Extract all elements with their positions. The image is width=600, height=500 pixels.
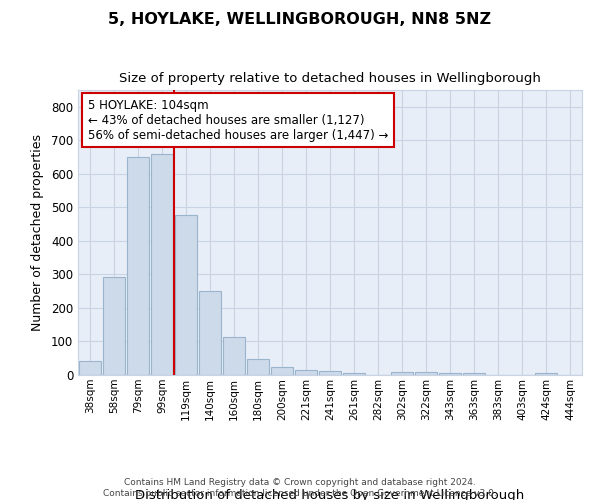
Text: 5 HOYLAKE: 104sqm
← 43% of detached houses are smaller (1,127)
56% of semi-detac: 5 HOYLAKE: 104sqm ← 43% of detached hous… — [88, 98, 388, 142]
Bar — [463, 373, 485, 375]
Bar — [175, 214, 197, 375]
Bar — [535, 374, 557, 375]
Bar — [343, 372, 365, 375]
Title: Size of property relative to detached houses in Wellingborough: Size of property relative to detached ho… — [119, 72, 541, 85]
X-axis label: Distribution of detached houses by size in Wellingborough: Distribution of detached houses by size … — [136, 490, 524, 500]
Bar — [79, 360, 101, 375]
Bar — [439, 374, 461, 375]
Bar — [391, 372, 413, 375]
Bar — [271, 366, 293, 375]
Bar — [151, 154, 173, 375]
Text: 5, HOYLAKE, WELLINGBOROUGH, NN8 5NZ: 5, HOYLAKE, WELLINGBOROUGH, NN8 5NZ — [109, 12, 491, 28]
Bar — [223, 337, 245, 375]
Bar — [319, 370, 341, 375]
Bar — [127, 156, 149, 375]
Bar — [295, 370, 317, 375]
Bar — [415, 372, 437, 375]
Bar — [199, 291, 221, 375]
Y-axis label: Number of detached properties: Number of detached properties — [31, 134, 44, 331]
Bar — [247, 359, 269, 375]
Bar — [103, 277, 125, 375]
Text: Contains HM Land Registry data © Crown copyright and database right 2024.
Contai: Contains HM Land Registry data © Crown c… — [103, 478, 497, 498]
